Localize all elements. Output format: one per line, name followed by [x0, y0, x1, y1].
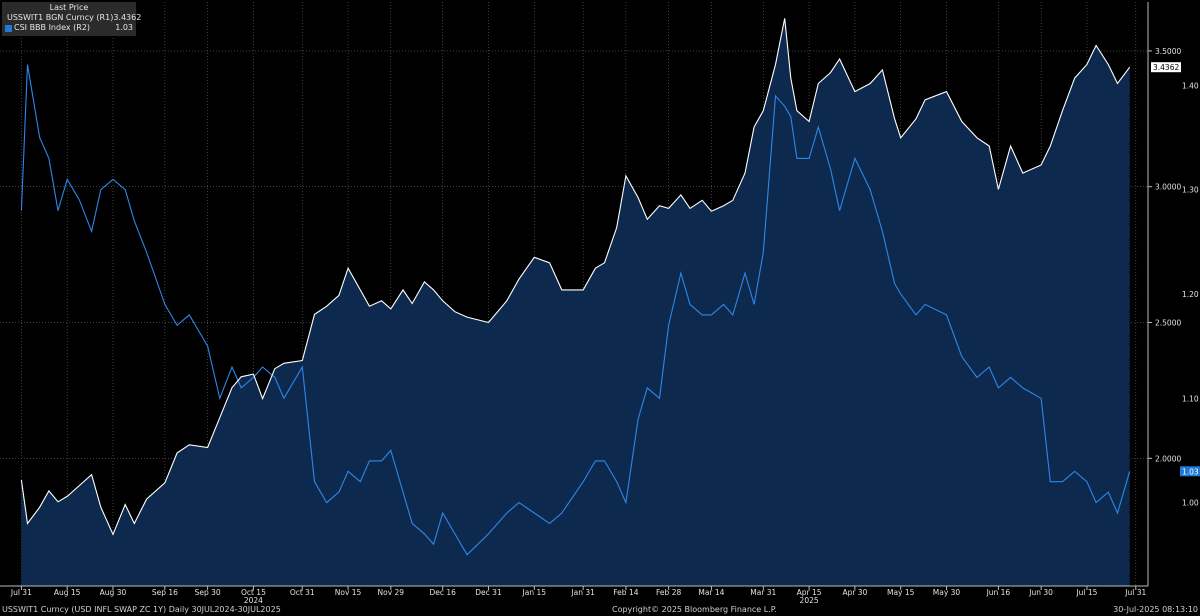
legend-item-r2: CSI BBB Index (R2) 1.03: [5, 23, 133, 33]
x-tick-label: Apr 15: [797, 588, 822, 597]
chart-legend: Last Price USSWIT1 BGN Curncy (R1) 3.436…: [2, 2, 141, 36]
r2-tick-label: 1.20: [1182, 290, 1199, 299]
x-tick-label: May 30: [933, 588, 961, 597]
r1-tick-label: 3.0000: [1155, 183, 1181, 192]
x-tick-label: Jul 31: [1124, 588, 1146, 597]
x-tick-label: Nov 15: [335, 588, 362, 597]
footer-security: USSWIT1 Curncy (USD INFL SWAP ZC 1Y) Dai…: [2, 605, 281, 614]
year-label: 2024: [244, 596, 263, 605]
year-label: 2025: [800, 596, 819, 605]
r2-tick-label: 1.10: [1182, 394, 1199, 403]
x-tick-label: Dec 16: [429, 588, 456, 597]
x-tick-label: Jan 15: [522, 588, 547, 597]
r2-tick-label: 1.40: [1182, 81, 1199, 90]
r2-tick-label: 1.30: [1182, 186, 1199, 195]
legend-value-r2: 1.03: [115, 23, 133, 32]
x-tick-label: Jul 31: [10, 588, 32, 597]
legend-item-r1: USSWIT1 BGN Curncy (R1) 3.4362: [5, 13, 141, 23]
r1-tick-label: 2.5000: [1155, 319, 1181, 328]
legend-swatch-r2: [5, 24, 12, 32]
footer-timestamp: 30-Jul-2025 08:13:10: [1113, 605, 1198, 614]
legend-name-r1: USSWIT1 BGN Curncy (R1): [7, 13, 114, 22]
chart-series-lines: [20, 18, 1131, 556]
x-tick-label: Apr 30: [842, 588, 867, 597]
x-tick-label: Oct 31: [290, 588, 315, 597]
x-tick-label: Sep 30: [195, 588, 221, 597]
axis-corner: [1148, 586, 1200, 616]
series-line-usswit1: [20, 18, 1131, 536]
x-tick-label: Mar 14: [698, 588, 724, 597]
x-tick-label: Jun 16: [986, 588, 1011, 597]
r1-area: [21, 18, 1130, 587]
chart-area-fill: [21, 18, 1130, 587]
x-tick-label: Nov 29: [378, 588, 405, 597]
legend-value-r1: 3.4362: [113, 13, 142, 22]
x-tick-label: Mar 31: [750, 588, 776, 597]
x-tick-label: Aug 30: [100, 588, 127, 597]
r1-tick-label: 2.0000: [1155, 454, 1181, 463]
legend-name-r2: CSI BBB Index (R2): [14, 23, 91, 32]
chart-footer: USSWIT1 Curncy (USD INFL SWAP ZC 1Y) Dai…: [0, 604, 1200, 616]
r2-last-value-box: [1180, 466, 1200, 477]
x-tick-label: May 15: [887, 588, 915, 597]
x-tick-label: Dec 31: [475, 588, 502, 597]
r1-last-value-box: [1151, 62, 1181, 73]
x-tick-label: Jun 30: [1028, 588, 1053, 597]
r1-last-value-label: 3.4362: [1153, 63, 1179, 72]
x-tick-label: Feb 14: [613, 588, 638, 597]
footer-copyright: Copyright© 2025 Bloomberg Finance L.P.: [612, 605, 777, 614]
series-line-csi-bbb: [20, 64, 1131, 556]
x-tick-label: Jan 31: [570, 588, 595, 597]
r2-tick-label: 1.00: [1182, 499, 1199, 508]
r1-tick-label: 3.5000: [1155, 47, 1181, 56]
x-tick-label: Sep 16: [152, 588, 178, 597]
x-tick-label: Feb 28: [656, 588, 681, 597]
x-tick-label: Jul 15: [1075, 588, 1097, 597]
legend-header: Last Price: [49, 3, 89, 12]
x-tick-label: Aug 15: [54, 588, 81, 597]
x-tick-label: Oct 15: [241, 588, 266, 597]
r2-last-value-label: 1.03: [1182, 467, 1199, 476]
